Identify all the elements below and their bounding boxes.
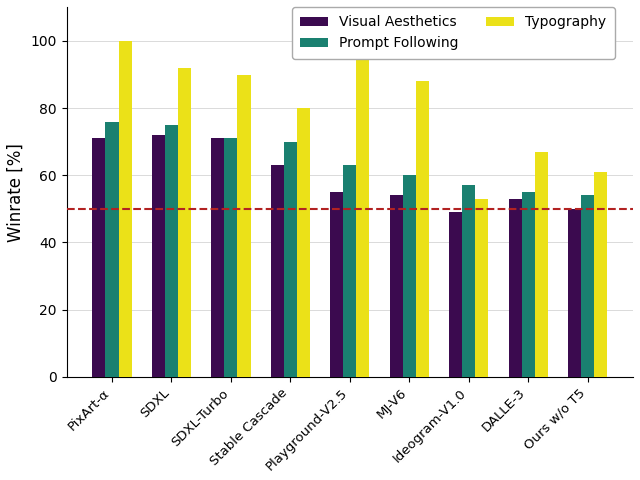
Bar (535, 152, 548, 377)
Bar (284, 142, 297, 377)
Bar (271, 165, 284, 377)
Bar (330, 192, 343, 377)
Bar (594, 172, 607, 377)
Bar (165, 125, 178, 377)
Bar (568, 209, 581, 377)
Bar (390, 195, 403, 377)
Bar (449, 212, 462, 377)
Bar (152, 135, 165, 377)
Bar (581, 195, 594, 377)
Bar (178, 68, 191, 377)
Bar (118, 41, 132, 377)
Bar (416, 81, 429, 377)
Bar (509, 199, 522, 377)
Legend: Visual Aesthetics, Prompt Following, Typography: Visual Aesthetics, Prompt Following, Typ… (292, 7, 615, 59)
Bar (92, 138, 106, 377)
Bar (522, 192, 535, 377)
Bar (211, 138, 225, 377)
Bar (476, 199, 488, 377)
Bar (237, 74, 250, 377)
Bar (462, 185, 476, 377)
Bar (403, 175, 416, 377)
Bar (297, 108, 310, 377)
Bar (356, 48, 369, 377)
Bar (343, 165, 356, 377)
Bar (225, 138, 237, 377)
Bar (106, 121, 118, 377)
Y-axis label: Winrate [%]: Winrate [%] (7, 143, 25, 241)
